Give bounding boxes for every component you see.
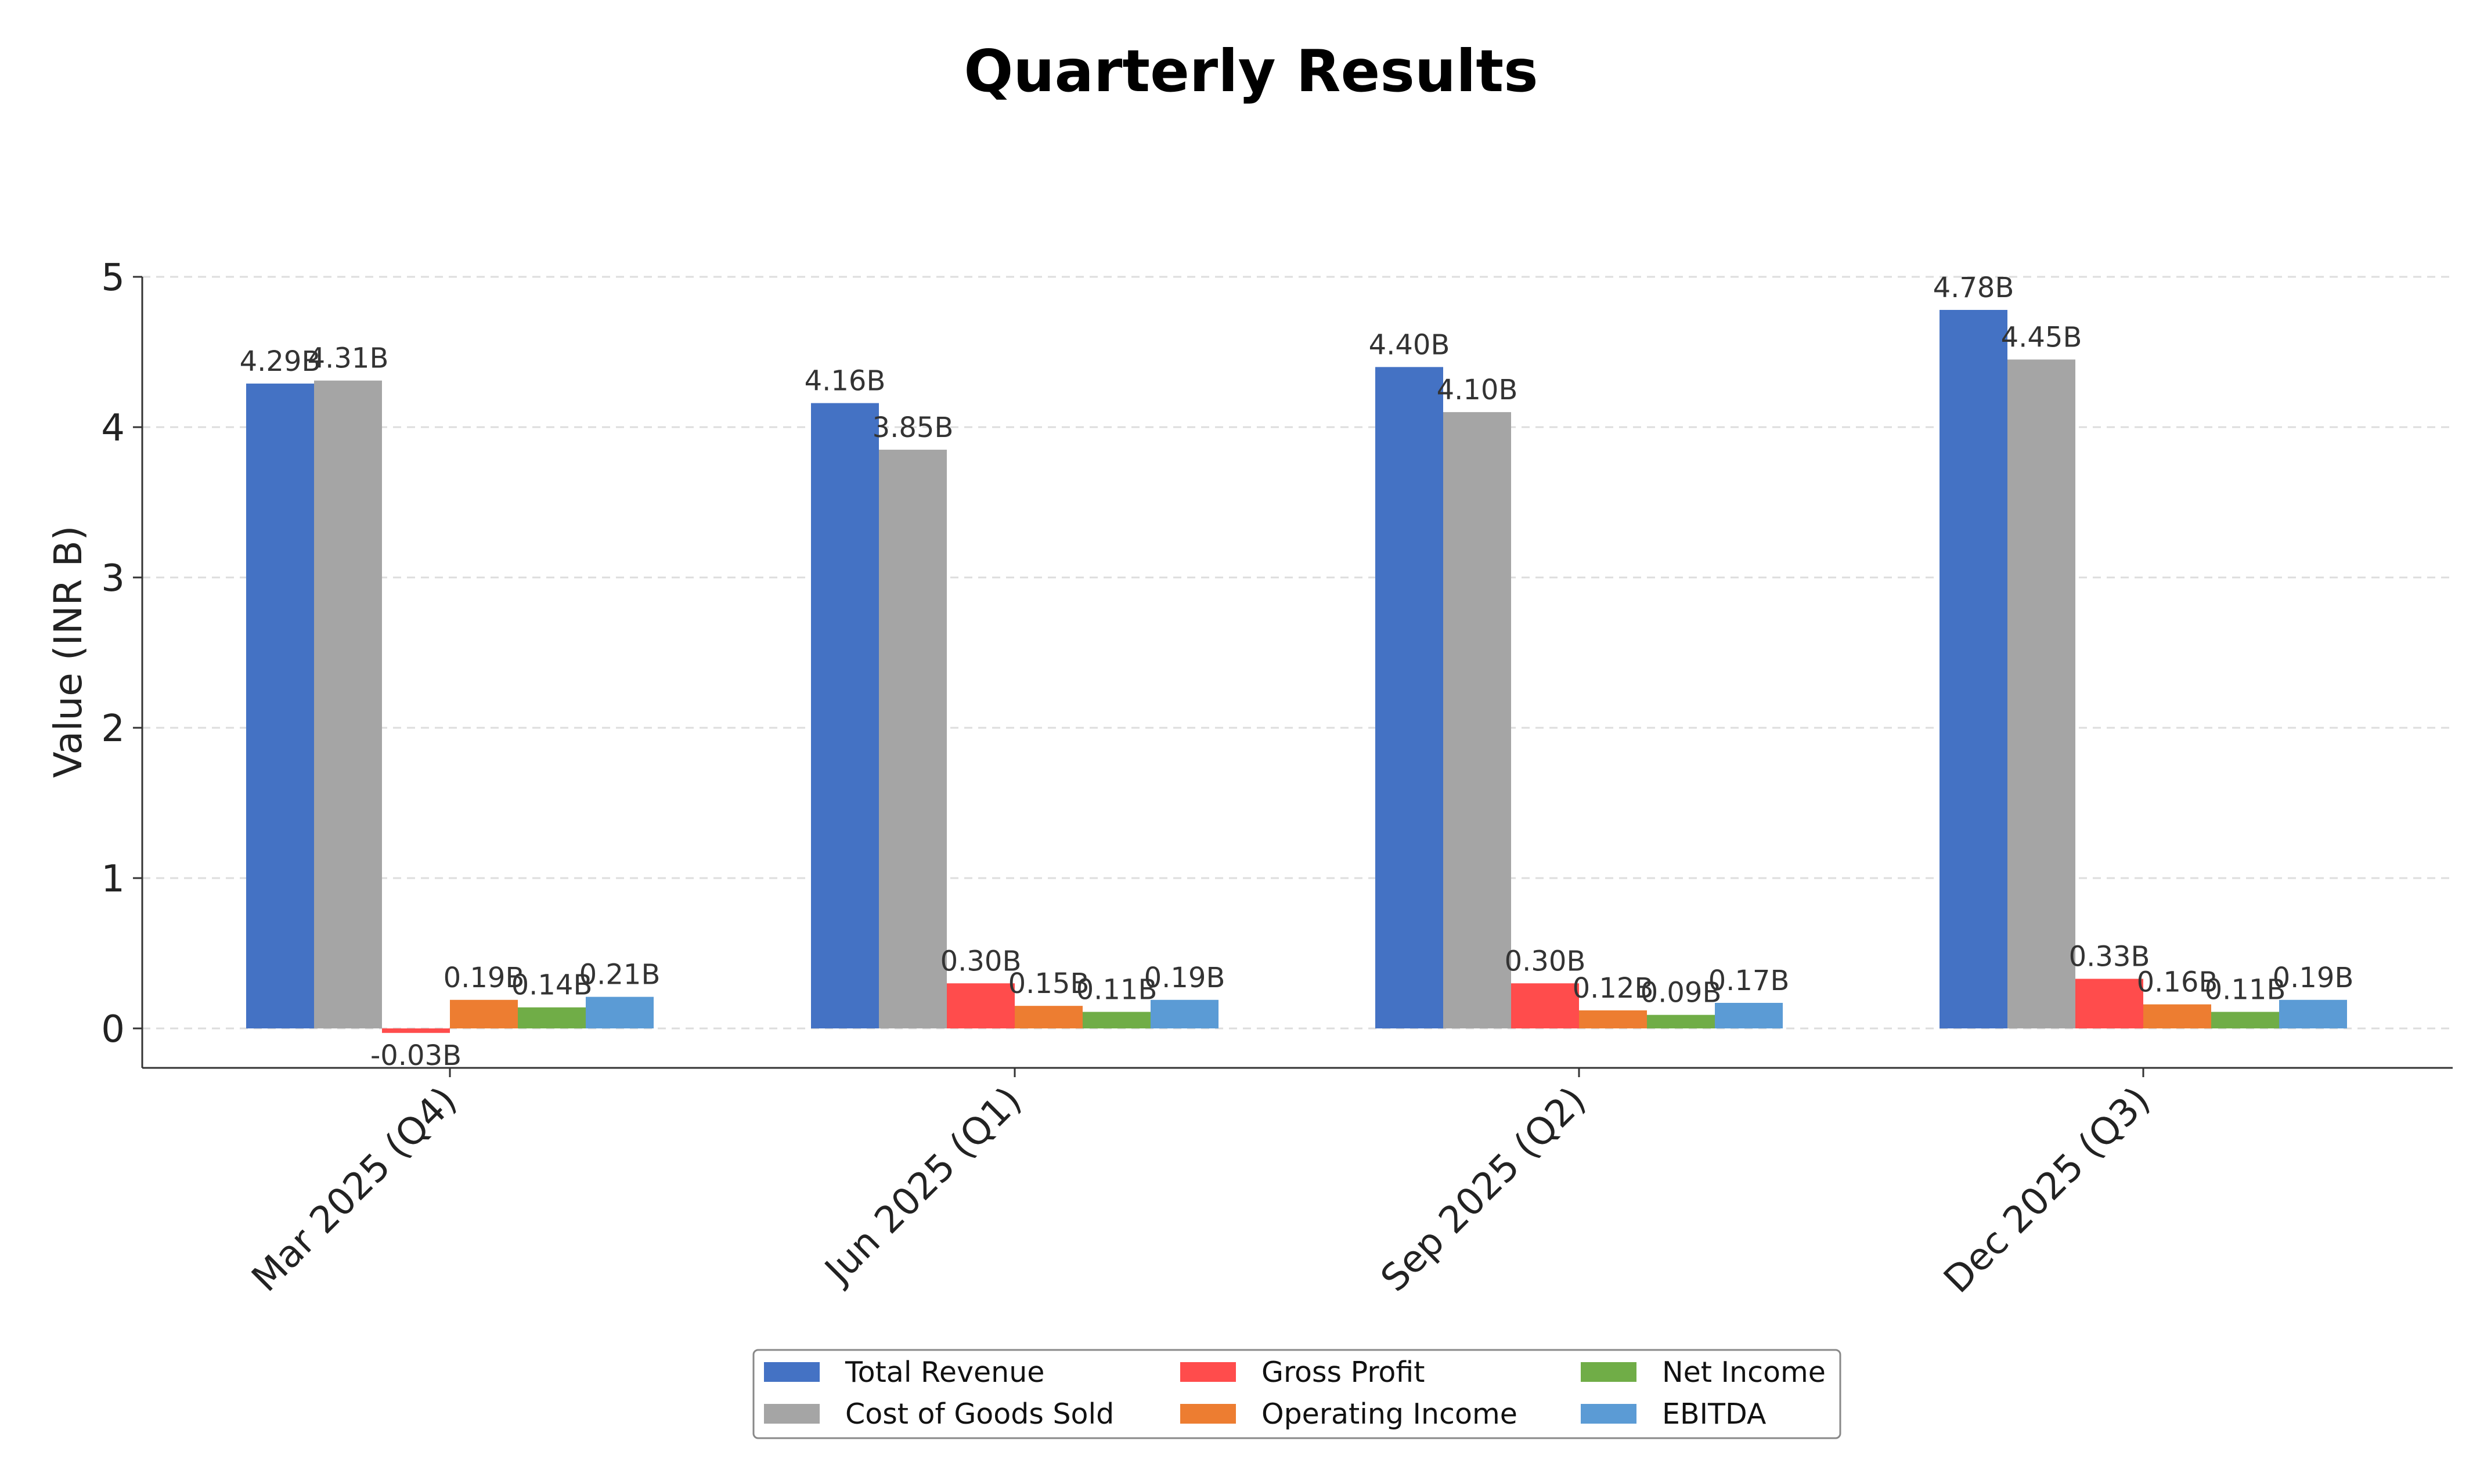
data-labels: 4.29B 4.16B 4.40B 4.78B 4.31B 3.85B 4.10B 4.45B… [240,272,2354,1072]
bar [1151,999,1219,1028]
data-label: 0.14B [511,969,593,1002]
y-tick-label: 4 [101,407,125,450]
data-label: 0.15B [1008,967,1090,1000]
bar [1647,1014,1715,1028]
legend-swatch [1581,1362,1636,1382]
legend-swatch [1180,1404,1236,1424]
bar [314,380,382,1029]
y-tick-label: 3 [101,557,125,600]
legend-item[interactable]: Total Revenue [764,1356,1044,1389]
y-tick-label: 5 [101,257,125,299]
bar [879,449,947,1028]
bar [2007,359,2075,1029]
chart-title: Quarterly Results [964,37,1538,105]
bar [246,383,314,1028]
legend-item[interactable]: Operating Income [1180,1398,1517,1431]
data-label: 0.30B [1505,945,1586,977]
data-label: 0.16B [2137,966,2218,999]
bar [2211,1012,2279,1028]
legend-item[interactable]: Cost of Goods Sold [764,1398,1114,1431]
bar [1715,1002,1783,1028]
data-label: 0.19B [1144,962,1225,994]
legend-swatch [1180,1362,1236,1382]
bar [947,983,1015,1028]
bar [586,996,654,1028]
legend-swatch [764,1404,820,1424]
bar [1083,1012,1151,1028]
data-label: 0.30B [940,945,1022,977]
data-label: 4.16B [805,365,886,398]
legend-box [752,1349,1841,1439]
data-label: 0.12B [1573,972,1654,1005]
data-label: 4.45B [2001,321,2082,353]
bar [1375,367,1443,1028]
legend-item[interactable]: Gross Profit [1180,1356,1425,1389]
data-label: 4.10B [1437,374,1518,406]
bar [382,1028,450,1033]
data-label: 4.40B [1369,328,1450,361]
bar [1579,1010,1647,1028]
legend-label: Operating Income [1261,1398,1517,1431]
legend-label: Gross Profit [1261,1356,1425,1389]
legend-label: Net Income [1662,1356,1826,1389]
bar [811,403,879,1028]
legend-label: Total Revenue [845,1356,1044,1389]
legend-swatch [1581,1404,1636,1424]
data-label: 0.11B [1076,974,1158,1006]
data-label: 0.09B [1641,977,1722,1009]
data-label: 0.17B [1708,965,1790,997]
legend-item[interactable]: Net Income [1581,1356,1826,1389]
data-label: 4.31B [308,342,389,375]
y-tick-label: 0 [101,1008,125,1051]
data-label: 0.11B [2205,974,2286,1006]
legend-item[interactable]: EBITDA [1581,1398,1767,1431]
bar [1015,1006,1083,1028]
bar [2279,999,2347,1028]
legend-swatch [764,1362,820,1382]
bar [2075,978,2143,1028]
data-label: 4.29B [240,345,321,378]
data-label: 3.85B [873,411,954,444]
data-label: 0.21B [579,959,661,991]
y-tick-label: 2 [101,707,125,750]
legend-label: Cost of Goods Sold [845,1398,1114,1431]
y-axis-label: Value (INR B) [46,526,91,778]
bar [450,999,518,1028]
bar [1511,983,1579,1028]
y-tick-label: 1 [101,858,125,901]
bar [1443,412,1511,1028]
legend[interactable]: Total Revenue Cost of Goods Sold Gross Pro… [752,1349,1841,1439]
legend-label: EBITDA [1662,1398,1767,1431]
data-label: 4.78B [1933,272,2014,304]
bars [246,309,2347,1033]
bar [518,1007,586,1028]
bar [1940,309,2007,1028]
data-label: 0.19B [444,962,525,994]
data-label: -0.03B [370,1039,462,1072]
data-label: 0.33B [2069,941,2150,973]
bar [2143,1004,2211,1028]
data-label: 0.19B [2273,962,2354,994]
